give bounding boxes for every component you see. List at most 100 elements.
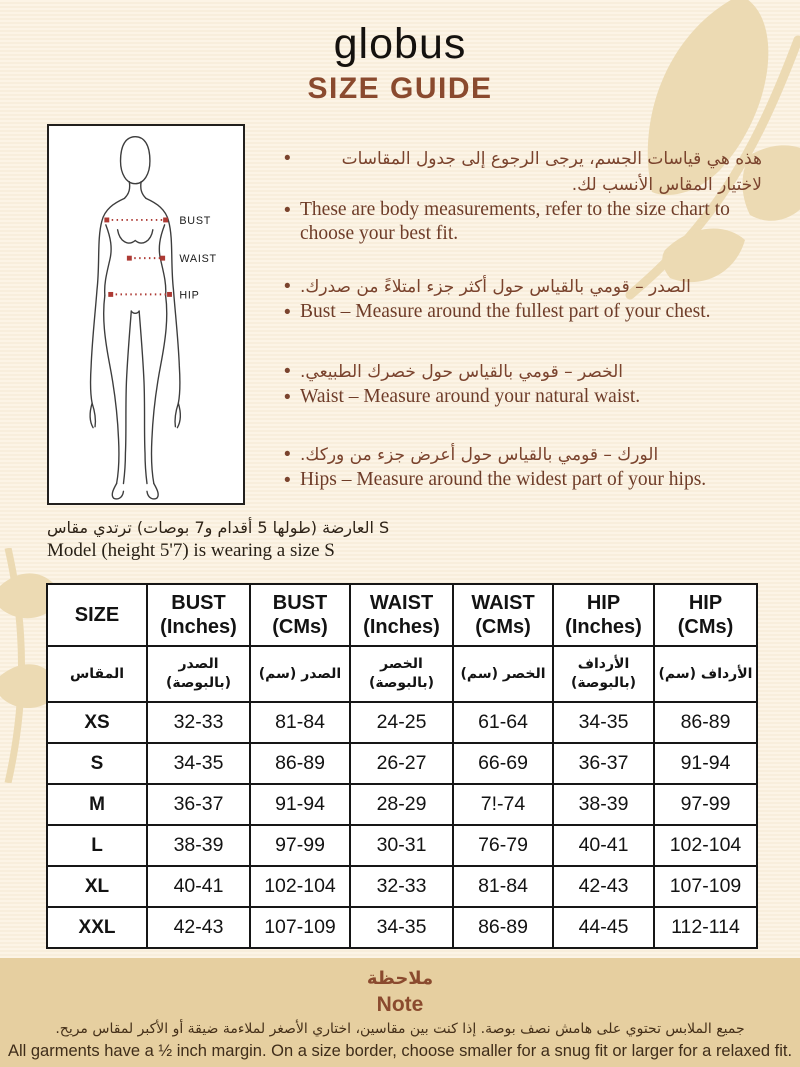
bullet-icon: •	[284, 200, 291, 221]
bullet-icon: •	[284, 470, 291, 491]
col-header-ar: الأرداف (سم)	[653, 645, 758, 703]
value-cell: 30-31	[349, 824, 454, 867]
body-figure-illustration: BUST WAIST HIP	[89, 135, 217, 500]
col-header-en: BUST (Inches)	[146, 583, 251, 647]
value-cell: 76-79	[452, 824, 554, 867]
value-cell: 102-104	[653, 824, 758, 867]
instruction-english: • Bust – Measure around the fullest part…	[284, 301, 711, 323]
table-row: S 34-35 86-89 26-27 66-69 36-37 91-94	[46, 742, 758, 785]
bullet-icon: •	[284, 276, 291, 297]
model-info-arabic: العارضة (طولها 5 أقدام و7 بوصات) ترتدي م…	[47, 518, 390, 537]
col-header-ar: المقاس	[46, 645, 148, 703]
bullet-icon: •	[284, 302, 291, 323]
value-cell: 107-109	[653, 865, 758, 908]
hip-label: HIP	[179, 289, 199, 301]
note-body-arabic: جميع الملابس تحتوي على هامش نصف بوصة. إذ…	[55, 1021, 745, 1037]
value-cell: 26-27	[349, 742, 454, 785]
col-header-ar: الأرداف (بالبوصة)	[552, 645, 655, 703]
note-title-arabic: ملاحظة	[366, 968, 434, 989]
value-cell: 102-104	[249, 865, 351, 908]
size-table-body: XS 32-33 81-84 24-25 61-64 34-35 86-89 S 34-35 86…	[46, 701, 758, 949]
bullet-icon: •	[284, 444, 291, 465]
col-header-en: WAIST (CMs)	[452, 583, 554, 647]
size-table-header: SIZE BUST (Inches) BUST (CMs) WAIST (Inches…	[46, 583, 758, 703]
col-header-en: BUST (CMs)	[249, 583, 351, 647]
value-cell: 81-84	[249, 701, 351, 744]
instruction-english: • Waist – Measure around your natural wa…	[284, 386, 641, 408]
value-cell: 38-39	[552, 783, 655, 826]
table-row: XS 32-33 81-84 24-25 61-64 34-35 86-89	[46, 701, 758, 744]
model-info: العارضة (طولها 5 أقدام و7 بوصات) ترتدي م…	[47, 516, 389, 563]
bullet-icon: •	[284, 387, 291, 408]
value-cell: 36-37	[552, 742, 655, 785]
value-cell: 24-25	[349, 701, 454, 744]
col-header-en: HIP (CMs)	[653, 583, 758, 647]
instruction-arabic: • هذه هي قياسات الجسم، يرجى الرجوع إلى ج…	[284, 148, 762, 195]
size-label: L	[46, 824, 148, 867]
leaf-decoration-left-middle	[0, 548, 62, 783]
instruction-english: • These are body measurements, refer to …	[284, 199, 730, 244]
value-cell: 28-29	[349, 783, 454, 826]
value-cell: 34-35	[552, 701, 655, 744]
value-cell: 66-69	[452, 742, 554, 785]
value-cell: 34-35	[349, 906, 454, 949]
leaf-decoration-top-right	[625, 0, 800, 300]
value-cell: 91-94	[653, 742, 758, 785]
note-title-english: Note	[376, 993, 424, 1016]
size-label: XXL	[46, 906, 148, 949]
instruction-arabic: • الصدر – قومي بالقياس حول أكثر جزء امتل…	[284, 276, 691, 297]
instruction-arabic: • الخصر – قومي بالقياس حول خصرك الطبيعي.	[284, 361, 624, 382]
value-cell: 112-114	[653, 906, 758, 949]
waist-label: WAIST	[179, 253, 217, 265]
table-row: M 36-37 91-94 28-29 7!-74 38-39 97-99	[46, 783, 758, 826]
value-cell: 34-35	[146, 742, 251, 785]
table-row: L 38-39 97-99 30-31 76-79 40-41 102-104	[46, 824, 758, 867]
value-cell: 42-43	[146, 906, 251, 949]
instruction-english: • Hips – Measure around the widest part …	[284, 469, 707, 491]
value-cell: 107-109	[249, 906, 351, 949]
value-cell: 7!-74	[452, 783, 554, 826]
value-cell: 86-89	[653, 701, 758, 744]
col-header-en: SIZE	[46, 583, 148, 647]
instruction-group: • الصدر – قومي بالقياس حول أكثر جزء امتل…	[284, 274, 762, 325]
col-header-en: HIP (Inches)	[552, 583, 655, 647]
value-cell: 97-99	[249, 824, 351, 867]
value-cell: 36-37	[146, 783, 251, 826]
value-cell: 61-64	[452, 701, 554, 744]
value-cell: 81-84	[452, 865, 554, 908]
size-label: M	[46, 783, 148, 826]
size-label: S	[46, 742, 148, 785]
value-cell: 42-43	[552, 865, 655, 908]
col-header-ar: الخصر (بالبوصة)	[349, 645, 454, 703]
table-row: XL 40-41 102-104 32-33 81-84 42-43 107-109	[46, 865, 758, 908]
bullet-icon: •	[284, 148, 291, 169]
col-header-ar: الصدر (سم)	[249, 645, 351, 703]
size-label: XS	[46, 701, 148, 744]
col-header-ar: الخصر (سم)	[452, 645, 554, 703]
value-cell: 40-41	[552, 824, 655, 867]
value-cell: 38-39	[146, 824, 251, 867]
value-cell: 97-99	[653, 783, 758, 826]
table-row: XXL 42-43 107-109 34-35 86-89 44-45 112-114	[46, 906, 758, 949]
note-body-english: All garments have a ½ inch margin. On a …	[7, 1042, 793, 1060]
instruction-group: • الورك – قومي بالقياس حول أعرض جزء من و…	[284, 442, 762, 493]
col-header-ar: الصدر (بالبوصة)	[146, 645, 251, 703]
value-cell: 32-33	[146, 701, 251, 744]
size-label: XL	[46, 865, 148, 908]
instruction-list: • هذه هي قياسات الجسم، يرجى الرجوع إلى ج…	[284, 146, 762, 521]
measurement-lines	[104, 217, 172, 297]
value-cell: 91-94	[249, 783, 351, 826]
value-cell: 86-89	[452, 906, 554, 949]
value-cell: 44-45	[552, 906, 655, 949]
col-header-en: WAIST (Inches)	[349, 583, 454, 647]
size-table: SIZE BUST (Inches) BUST (CMs) WAIST (Inches…	[46, 583, 758, 949]
value-cell: 86-89	[249, 742, 351, 785]
value-cell: 32-33	[349, 865, 454, 908]
instruction-arabic: • الورك – قومي بالقياس حول أعرض جزء من و…	[284, 444, 659, 465]
instruction-group: • هذه هي قياسات الجسم، يرجى الرجوع إلى ج…	[284, 146, 762, 246]
model-info-english: Model (height 5'7) is wearing a size S	[47, 540, 335, 561]
brand-logo: globus	[333, 20, 467, 68]
instruction-group: • الخصر – قومي بالقياس حول خصرك الطبيعي.…	[284, 359, 762, 410]
